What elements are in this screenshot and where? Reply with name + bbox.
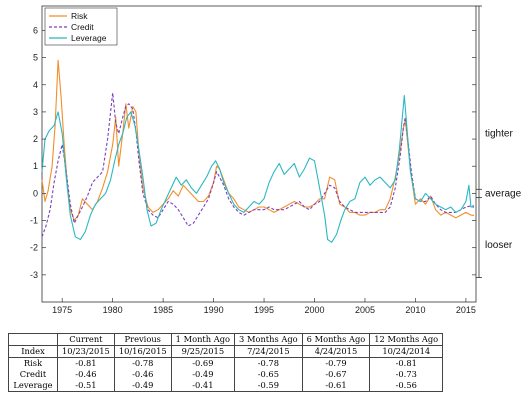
y-tick-label: 6: [33, 25, 38, 35]
y-tick-label: 4: [33, 80, 38, 90]
table-header-row: Current Previous 1 Month Ago 3 Months Ago 6 …: [8, 333, 444, 346]
y-tick-label: 3: [33, 107, 38, 117]
table-cell: -0.73: [369, 369, 444, 380]
table-cell: -0.78: [234, 357, 303, 369]
table-cell: 4/24/2015: [301, 345, 371, 358]
side-annotations: tighter average looser: [476, 5, 522, 278]
table-cell: -0.46: [57, 369, 115, 380]
table-header-cell: 6 Months Ago: [301, 333, 371, 346]
series-layer: [41, 59, 475, 243]
y-tick-label: -1: [30, 216, 38, 226]
table-cell: -0.61: [301, 380, 371, 392]
table-cell: -0.56: [369, 380, 444, 392]
plot-frame: [41, 5, 477, 303]
legend-label-leverage: Leverage: [71, 33, 107, 43]
x-tick-label: 2000: [304, 305, 324, 315]
table-date-row: Index 10/23/2015 10/16/2015 9/25/2015 7/24/2…: [8, 345, 444, 358]
financial-conditions-chart: 6 5 4 3 2 1 0 -1 -2 -3 1975 1980 1985 1990 1995 2000 200…: [30, 5, 522, 315]
table-cell: Risk: [8, 357, 58, 369]
table-cell: -0.65: [234, 369, 303, 380]
legend-label-credit: Credit: [71, 22, 94, 32]
x-tick-label: 2010: [405, 305, 425, 315]
table-cell: 10/16/2015: [113, 345, 172, 358]
table-header-cell: 1 Month Ago: [170, 333, 236, 346]
table-row: Leverage -0.51 -0.49 -0.41 -0.59 -0.61 -0.56: [8, 380, 444, 392]
summary-table: Current Previous 1 Month Ago 3 Months Ago 6 …: [8, 333, 444, 392]
table-cell: -0.51: [57, 380, 115, 392]
y-tick-label: 5: [33, 53, 38, 63]
table-cell: -0.49: [113, 380, 172, 392]
axis-layer: 6 5 4 3 2 1 0 -1 -2 -3 1975 1980 1985 1990 1995 2000 200…: [30, 25, 476, 315]
y-tick-label: 1: [33, 161, 38, 171]
table-cell: -0.81: [369, 357, 444, 369]
x-tick-label: 2005: [355, 305, 375, 315]
table-cell: 9/25/2015: [170, 345, 236, 358]
table-row: Risk -0.81 -0.78 -0.69 -0.78 -0.79 -0.81: [8, 357, 444, 369]
table-cell: Index: [8, 345, 58, 358]
table-header-cell: [8, 333, 58, 346]
table-header-cell: 12 Months Ago: [369, 333, 444, 346]
table-cell: -0.69: [170, 357, 236, 369]
series-line-leverage: [41, 95, 475, 243]
table-cell: Leverage: [8, 380, 58, 392]
table-cell: -0.79: [301, 357, 371, 369]
x-tick-label: 2015: [456, 305, 476, 315]
table-cell: -0.59: [234, 380, 303, 392]
x-tick-label: 1980: [103, 305, 123, 315]
x-tick-label: 1995: [254, 305, 274, 315]
side-label-looser: looser: [485, 240, 513, 251]
table-cell: -0.49: [170, 369, 236, 380]
y-tick-label: -3: [30, 270, 38, 280]
table-cell: Credit: [8, 369, 58, 380]
table-cell: 7/24/2015: [234, 345, 303, 358]
table-header-cell: Current: [57, 333, 115, 346]
table-header-cell: 3 Months Ago: [234, 333, 303, 346]
table-cell: -0.67: [301, 369, 371, 380]
y-tick-label: 2: [33, 134, 38, 144]
series-line-credit: [41, 92, 474, 237]
side-label-average: average: [485, 188, 522, 199]
table-cell: -0.46: [113, 369, 172, 380]
series-line-risk: [41, 59, 475, 222]
legend-label-risk: Risk: [71, 11, 88, 21]
x-tick-label: 1985: [153, 305, 173, 315]
table-cell: -0.81: [57, 357, 115, 369]
y-tick-label: -2: [30, 243, 38, 253]
table-header-cell: Previous: [113, 333, 172, 346]
side-label-tighter: tighter: [485, 129, 513, 140]
table-cell: -0.78: [113, 357, 172, 369]
table-row: Credit -0.46 -0.46 -0.49 -0.65 -0.67 -0.73: [8, 369, 444, 380]
plot-border: [41, 5, 477, 303]
x-tick-label: 1975: [52, 305, 72, 315]
table-cell: 10/23/2015: [57, 345, 115, 358]
y-tick-label: 0: [33, 188, 38, 198]
table-cell: -0.41: [170, 380, 236, 392]
x-tick-label: 1990: [204, 305, 224, 315]
table-cell: 10/24/2014: [369, 345, 444, 358]
